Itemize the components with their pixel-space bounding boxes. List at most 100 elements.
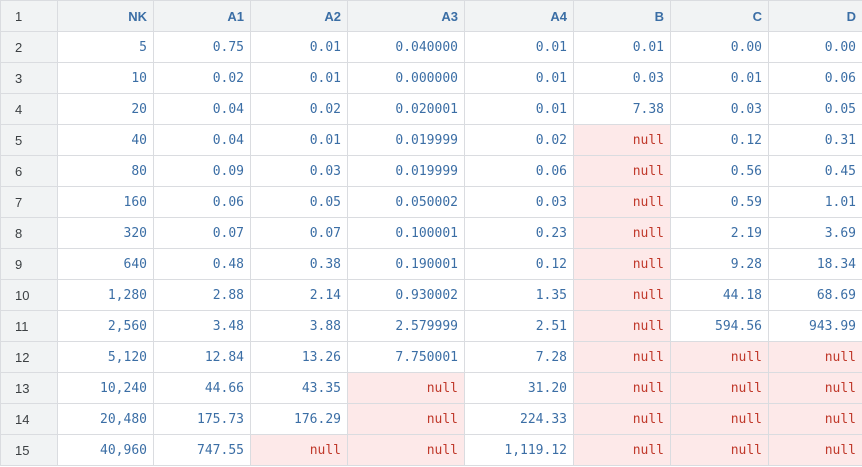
table-cell[interactable]: 0.09 bbox=[153, 155, 251, 187]
table-cell[interactable]: 0.930002 bbox=[347, 279, 465, 311]
table-cell[interactable]: 40,960 bbox=[57, 434, 154, 466]
table-cell[interactable]: 2.51 bbox=[464, 310, 574, 342]
table-cell[interactable]: 0.12 bbox=[464, 248, 574, 280]
table-cell[interactable]: 0.02 bbox=[464, 124, 574, 156]
table-cell[interactable]: 0.019999 bbox=[347, 124, 465, 156]
null-cell[interactable]: null bbox=[670, 403, 769, 435]
null-cell[interactable]: null bbox=[347, 434, 465, 466]
table-cell[interactable]: 3.88 bbox=[250, 310, 348, 342]
null-cell[interactable]: null bbox=[768, 403, 862, 435]
table-cell[interactable]: 0.040000 bbox=[347, 31, 465, 63]
table-cell[interactable]: 0.05 bbox=[250, 186, 348, 218]
null-cell[interactable]: null bbox=[573, 155, 671, 187]
table-cell[interactable]: 5 bbox=[57, 31, 154, 63]
table-cell[interactable]: 7.38 bbox=[573, 93, 671, 125]
row-number[interactable]: 10 bbox=[0, 279, 58, 311]
table-cell[interactable]: 0.31 bbox=[768, 124, 862, 156]
table-cell[interactable]: 13.26 bbox=[250, 341, 348, 373]
table-cell[interactable]: 2,560 bbox=[57, 310, 154, 342]
table-cell[interactable]: 0.019999 bbox=[347, 155, 465, 187]
table-cell[interactable]: 0.01 bbox=[250, 62, 348, 94]
row-number[interactable]: 9 bbox=[0, 248, 58, 280]
table-cell[interactable]: 0.06 bbox=[153, 186, 251, 218]
row-number[interactable]: 1 bbox=[0, 0, 58, 32]
table-cell[interactable]: 1.35 bbox=[464, 279, 574, 311]
table-cell[interactable]: 0.06 bbox=[464, 155, 574, 187]
null-cell[interactable]: null bbox=[573, 217, 671, 249]
table-cell[interactable]: 0.12 bbox=[670, 124, 769, 156]
row-number[interactable]: 13 bbox=[0, 372, 58, 404]
table-cell[interactable]: 7.28 bbox=[464, 341, 574, 373]
table-cell[interactable]: 0.100001 bbox=[347, 217, 465, 249]
table-cell[interactable]: 31.20 bbox=[464, 372, 574, 404]
table-cell[interactable]: 2.19 bbox=[670, 217, 769, 249]
table-cell[interactable]: 44.66 bbox=[153, 372, 251, 404]
table-cell[interactable]: 0.59 bbox=[670, 186, 769, 218]
row-number[interactable]: 6 bbox=[0, 155, 58, 187]
row-number[interactable]: 15 bbox=[0, 434, 58, 466]
table-cell[interactable]: 3.69 bbox=[768, 217, 862, 249]
null-cell[interactable]: null bbox=[670, 372, 769, 404]
table-cell[interactable]: 0.01 bbox=[670, 62, 769, 94]
null-cell[interactable]: null bbox=[573, 279, 671, 311]
table-cell[interactable]: 320 bbox=[57, 217, 154, 249]
table-cell[interactable]: 1,280 bbox=[57, 279, 154, 311]
table-cell[interactable]: 0.050002 bbox=[347, 186, 465, 218]
table-cell[interactable]: 1.01 bbox=[768, 186, 862, 218]
table-cell[interactable]: 9.28 bbox=[670, 248, 769, 280]
table-cell[interactable]: 594.56 bbox=[670, 310, 769, 342]
table-cell[interactable]: 20 bbox=[57, 93, 154, 125]
table-cell[interactable]: 0.07 bbox=[250, 217, 348, 249]
column-header-a2[interactable]: A2 bbox=[250, 0, 348, 32]
column-header-a3[interactable]: A3 bbox=[347, 0, 465, 32]
column-header-c[interactable]: C bbox=[670, 0, 769, 32]
table-cell[interactable]: 0.06 bbox=[768, 62, 862, 94]
null-cell[interactable]: null bbox=[573, 403, 671, 435]
table-cell[interactable]: 0.01 bbox=[573, 31, 671, 63]
table-cell[interactable]: 18.34 bbox=[768, 248, 862, 280]
table-cell[interactable]: 943.99 bbox=[768, 310, 862, 342]
table-cell[interactable]: 175.73 bbox=[153, 403, 251, 435]
table-cell[interactable]: 0.04 bbox=[153, 93, 251, 125]
table-cell[interactable]: 0.56 bbox=[670, 155, 769, 187]
null-cell[interactable]: null bbox=[670, 434, 769, 466]
table-cell[interactable]: 0.23 bbox=[464, 217, 574, 249]
table-cell[interactable]: 0.48 bbox=[153, 248, 251, 280]
table-cell[interactable]: 0.07 bbox=[153, 217, 251, 249]
null-cell[interactable]: null bbox=[573, 186, 671, 218]
table-cell[interactable]: 0.03 bbox=[464, 186, 574, 218]
null-cell[interactable]: null bbox=[250, 434, 348, 466]
table-cell[interactable]: 747.55 bbox=[153, 434, 251, 466]
null-cell[interactable]: null bbox=[347, 372, 465, 404]
table-cell[interactable]: 20,480 bbox=[57, 403, 154, 435]
table-cell[interactable]: 640 bbox=[57, 248, 154, 280]
table-cell[interactable]: 0.05 bbox=[768, 93, 862, 125]
row-number[interactable]: 12 bbox=[0, 341, 58, 373]
table-cell[interactable]: 2.579999 bbox=[347, 310, 465, 342]
null-cell[interactable]: null bbox=[573, 341, 671, 373]
table-cell[interactable]: 0.190001 bbox=[347, 248, 465, 280]
table-cell[interactable]: 160 bbox=[57, 186, 154, 218]
null-cell[interactable]: null bbox=[670, 341, 769, 373]
row-number[interactable]: 14 bbox=[0, 403, 58, 435]
table-cell[interactable]: 0.38 bbox=[250, 248, 348, 280]
null-cell[interactable]: null bbox=[573, 434, 671, 466]
table-cell[interactable]: 44.18 bbox=[670, 279, 769, 311]
table-cell[interactable]: 0.00 bbox=[670, 31, 769, 63]
table-cell[interactable]: 80 bbox=[57, 155, 154, 187]
table-cell[interactable]: 2.14 bbox=[250, 279, 348, 311]
null-cell[interactable]: null bbox=[573, 124, 671, 156]
table-cell[interactable]: 7.750001 bbox=[347, 341, 465, 373]
row-number[interactable]: 7 bbox=[0, 186, 58, 218]
table-cell[interactable]: 0.020001 bbox=[347, 93, 465, 125]
table-cell[interactable]: 12.84 bbox=[153, 341, 251, 373]
row-number[interactable]: 5 bbox=[0, 124, 58, 156]
column-header-a4[interactable]: A4 bbox=[464, 0, 574, 32]
table-cell[interactable]: 0.02 bbox=[153, 62, 251, 94]
row-number[interactable]: 4 bbox=[0, 93, 58, 125]
table-cell[interactable]: 2.88 bbox=[153, 279, 251, 311]
column-header-a1[interactable]: A1 bbox=[153, 0, 251, 32]
table-cell[interactable]: 3.48 bbox=[153, 310, 251, 342]
table-cell[interactable]: 0.01 bbox=[250, 31, 348, 63]
table-cell[interactable]: 40 bbox=[57, 124, 154, 156]
